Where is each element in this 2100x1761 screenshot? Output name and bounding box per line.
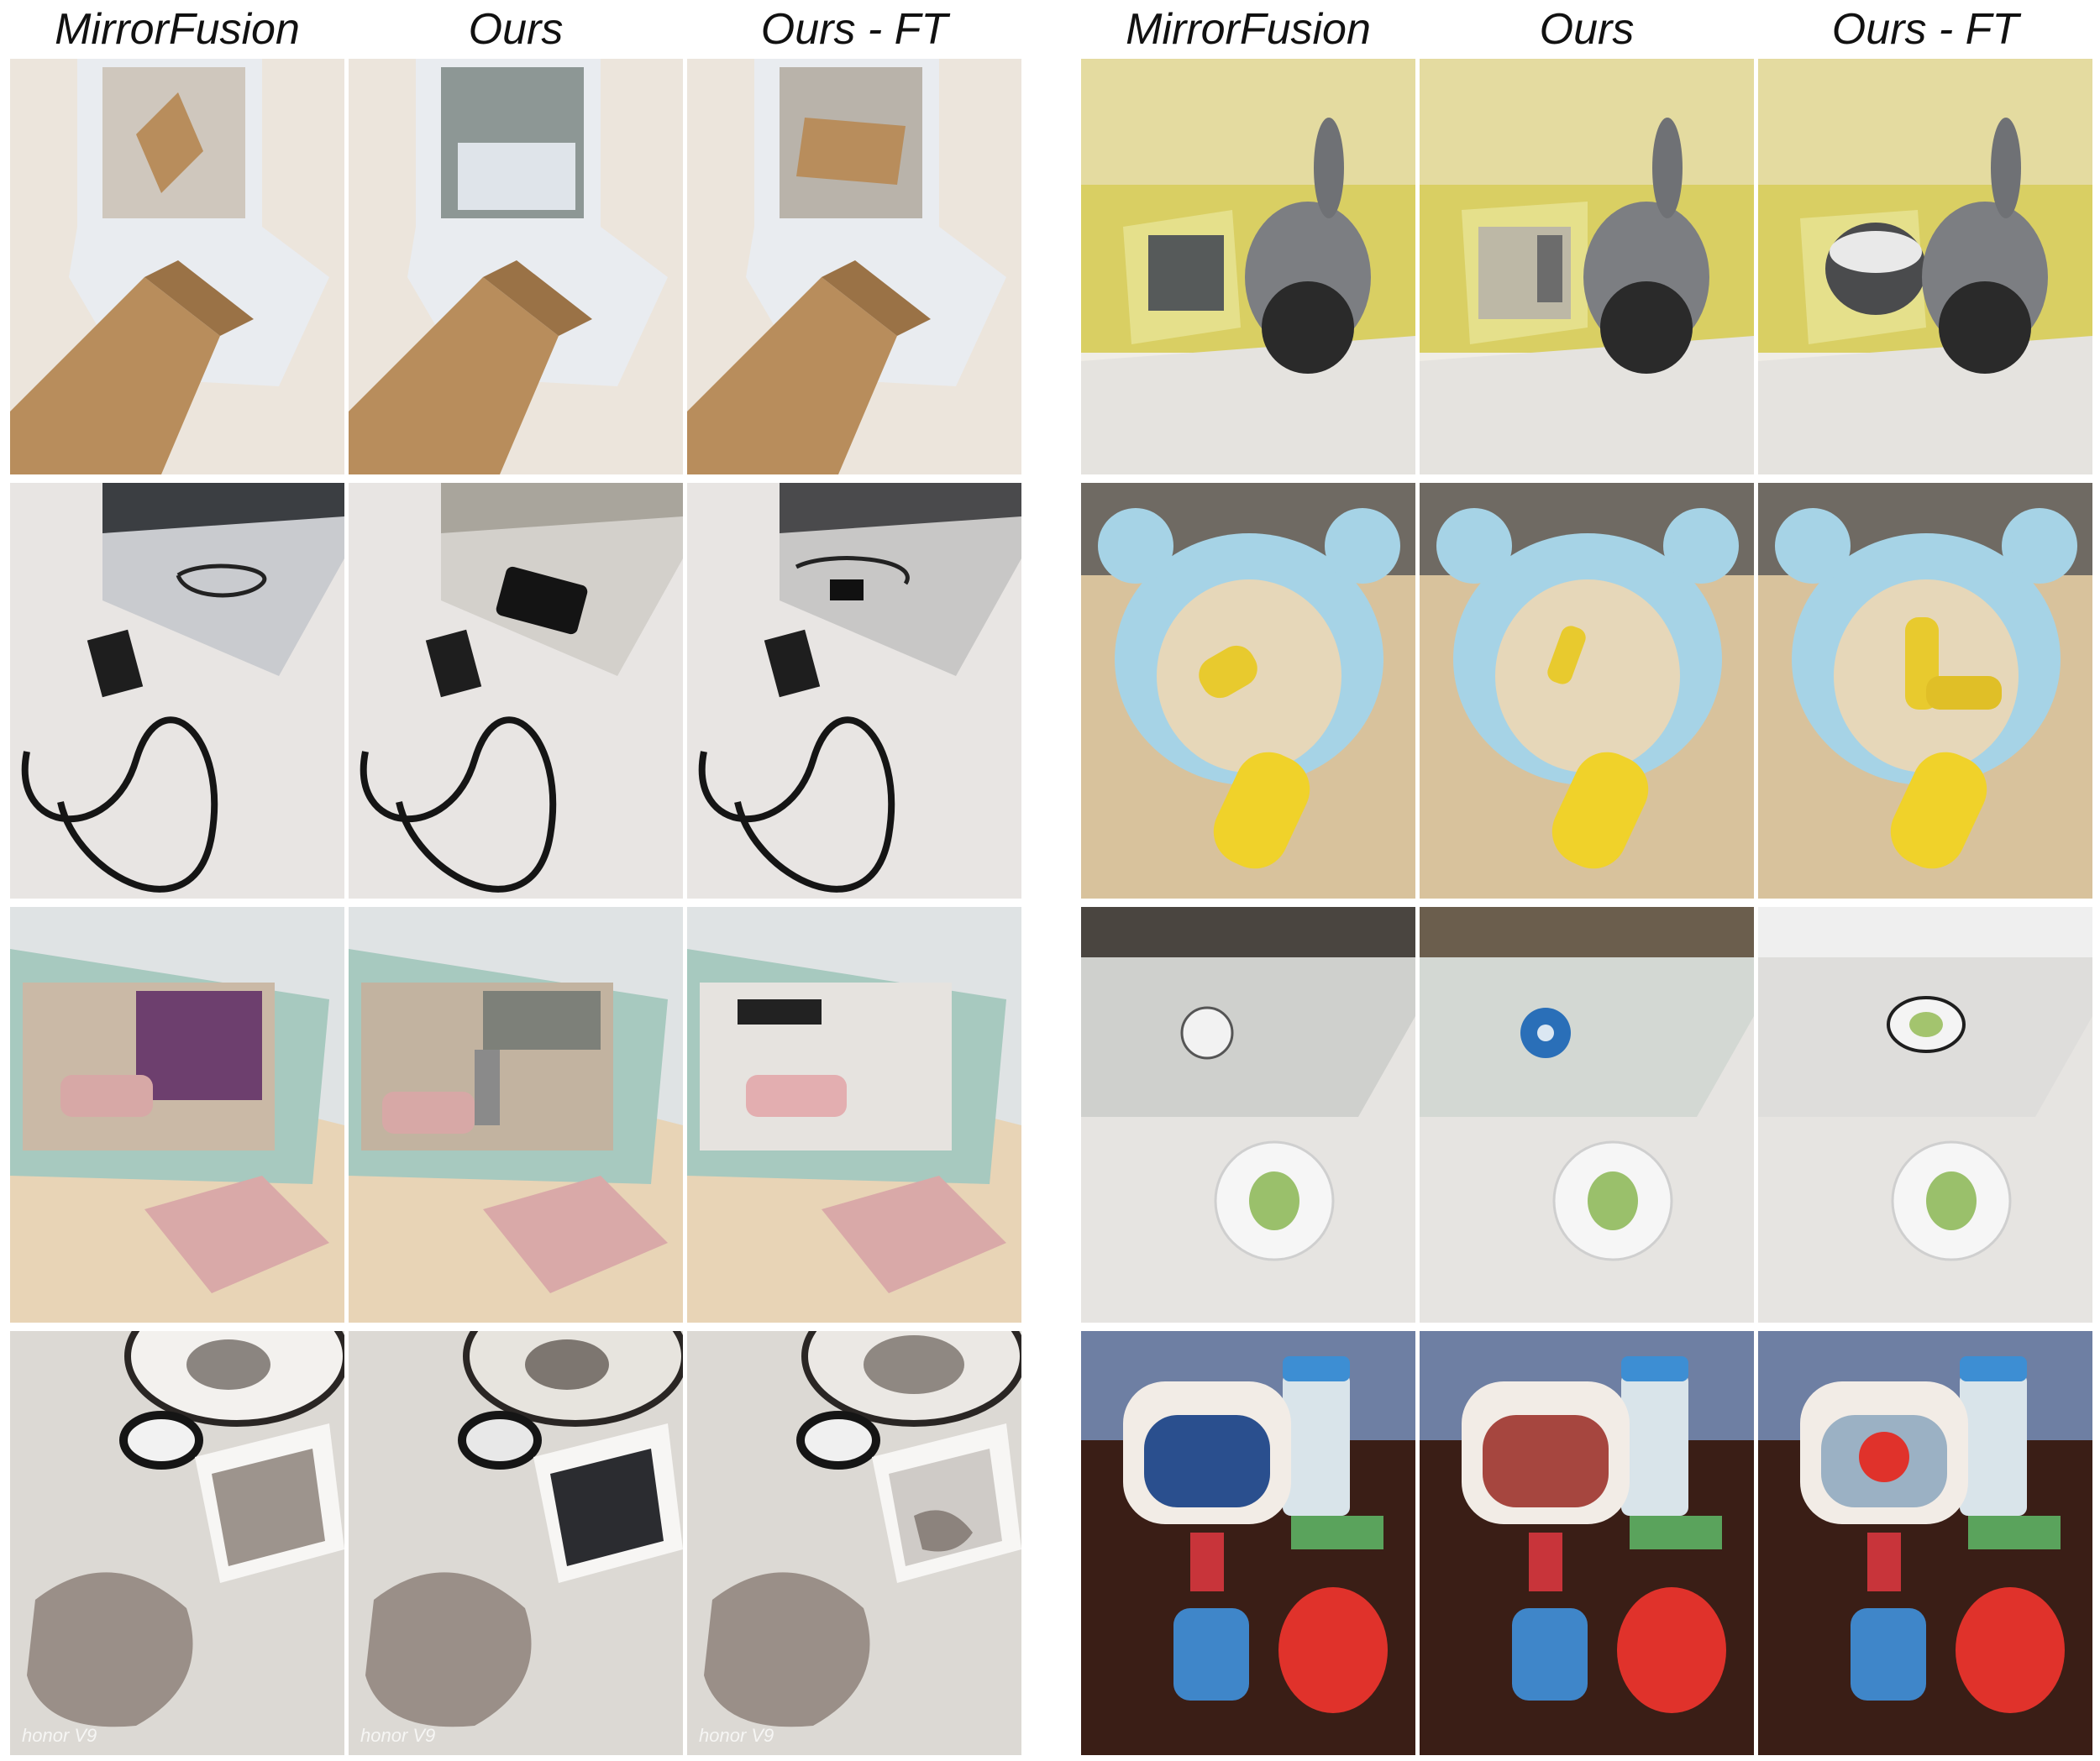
image-powerbank-scene-ours-ft [687,907,1021,1323]
watermark: honor V9 [699,1725,774,1746]
image-cylinder-scene-ours [1420,483,1754,899]
image-box-scene-ours [349,59,683,474]
image-toys-scene-ours [1420,1331,1754,1755]
image-badge-scene-ours [1420,907,1754,1323]
image-badge-scene-ours-ft [1758,907,2092,1323]
watermark: honor V9 [22,1725,97,1746]
image-towel-scene-ours: honor V9 [349,1331,683,1755]
image-plush-scene-mirrorfusion [1081,59,1415,474]
image-box-scene-ours-ft [687,59,1021,474]
image-cable-scene-ours [349,483,683,899]
image-cylinder-scene-mirrorfusion [1081,483,1415,899]
header-col-1: MirrorFusion [55,5,300,54]
header-col-4: MirrorFusion [1126,5,1371,54]
image-cable-scene-mirrorfusion [10,483,344,899]
header-col-3: Ours - FT [760,5,948,54]
image-powerbank-scene-mirrorfusion [10,907,344,1323]
image-plush-scene-ours-ft [1758,59,2092,474]
image-plush-scene-ours [1420,59,1754,474]
image-towel-scene-ours-ft: honor V9 [687,1331,1021,1755]
image-cylinder-scene-ours-ft [1758,483,2092,899]
image-towel-scene-mirrorfusion: honor V9 [10,1331,344,1755]
image-powerbank-scene-ours [349,907,683,1323]
header-col-2: Ours [468,5,564,54]
header-col-5: Ours [1539,5,1635,54]
image-cable-scene-ours-ft [687,483,1021,899]
image-badge-scene-mirrorfusion [1081,907,1415,1323]
image-toys-scene-ours-ft [1758,1331,2092,1755]
image-box-scene-mirrorfusion [10,59,344,474]
watermark: honor V9 [360,1725,436,1746]
header-col-6: Ours - FT [1831,5,2019,54]
image-toys-scene-mirrorfusion [1081,1331,1415,1755]
